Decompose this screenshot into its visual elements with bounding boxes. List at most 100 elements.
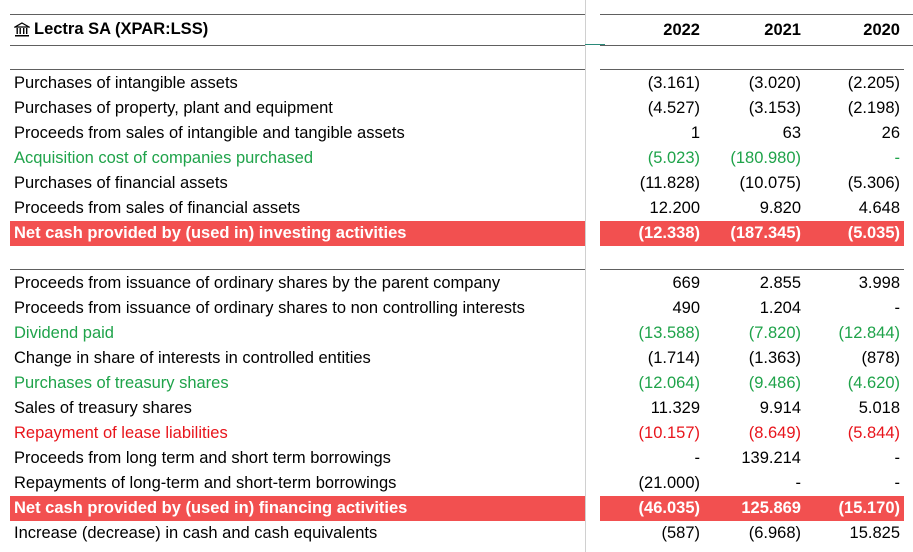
total-highlight-values xyxy=(600,221,904,246)
row-label: Purchases of financial assets xyxy=(14,174,228,192)
value-2020: (878) xyxy=(861,349,900,367)
value-2021: - xyxy=(795,474,802,492)
row-label: Repayment of lease liabilities xyxy=(14,424,228,442)
row-label: Acquisition cost of companies purchased xyxy=(14,149,313,167)
header-bottom-border-values xyxy=(600,45,913,46)
value-2020: 5.018 xyxy=(858,399,900,417)
year-2021-header: 2021 xyxy=(764,21,801,39)
value-2022: - xyxy=(694,449,701,467)
table-row: Purchases of intangible assets (3.161) (3.… xyxy=(0,71,913,96)
section-divider-investing xyxy=(10,69,585,70)
value-2021: (9.486) xyxy=(748,374,801,392)
table-header: Lectra SA (XPAR:LSS) 2022 2021 2020 xyxy=(0,14,913,48)
value-2022: 490 xyxy=(672,299,700,317)
row-label: Repayments of long-term and short-term b… xyxy=(14,474,397,492)
value-2021: 139.214 xyxy=(741,449,801,467)
row-label: Proceeds from issuance of ordinary share… xyxy=(14,274,501,292)
table-row: Repayments of long-term and short-term b… xyxy=(0,471,913,496)
value-2020: - xyxy=(894,149,901,167)
company-name: Lectra SA (XPAR:LSS) xyxy=(34,20,209,38)
value-2022: 1 xyxy=(690,124,700,142)
table-row: Proceeds from sales of intangible and ta… xyxy=(0,121,913,146)
value-2021: 125.869 xyxy=(741,499,801,517)
row-label: Proceeds from long term and short term b… xyxy=(14,449,391,467)
value-2021: (180.980) xyxy=(730,149,801,167)
table-row: Proceeds from issuance of ordinary share… xyxy=(0,296,913,321)
value-2022: (5.023) xyxy=(647,149,700,167)
total-row: Net cash provided by (used in) investing… xyxy=(0,221,913,246)
row-label: Proceeds from issuance of ordinary share… xyxy=(14,299,525,317)
value-2020: 4.648 xyxy=(858,199,900,217)
table-row: Sales of treasury shares 11.329 9.914 5.018 xyxy=(0,396,913,421)
table-row: Purchases of treasury shares (12.064) (9.4… xyxy=(0,371,913,396)
header-top-border-values xyxy=(600,14,913,15)
year-2022-header: 2022 xyxy=(663,21,700,39)
total-highlight xyxy=(10,221,585,246)
value-2022: (13.588) xyxy=(638,324,700,342)
row-label: Purchases of intangible assets xyxy=(14,74,238,92)
cell-selection-tick xyxy=(585,44,605,45)
header-top-border xyxy=(10,14,585,15)
table-row: Proceeds from sales of financial assets 1… xyxy=(0,196,913,221)
table-row: Repayment of lease liabilities (10.157) (8… xyxy=(0,421,913,446)
table-row: Dividend paid (13.588) (7.820) (12.844) xyxy=(0,321,913,346)
value-2022: 11.329 xyxy=(650,399,700,417)
value-2022: (12.064) xyxy=(638,374,700,392)
row-label: Increase (decrease) in cash and cash equ… xyxy=(14,524,378,542)
table-row: Proceeds from issuance of ordinary share… xyxy=(0,271,913,296)
value-2022: (12.338) xyxy=(638,224,700,242)
total-row: Net cash provided by (used in) financing… xyxy=(0,496,913,521)
row-label: Purchases of treasury shares xyxy=(14,374,229,392)
table-row: Acquisition cost of companies purchased (… xyxy=(0,146,913,171)
value-2022: (11.828) xyxy=(639,174,700,192)
value-2022: (1.714) xyxy=(647,349,700,367)
value-2021: (6.968) xyxy=(748,524,801,542)
value-2020: - xyxy=(894,474,901,492)
row-label: Dividend paid xyxy=(14,324,114,342)
year-2020-header: 2020 xyxy=(863,21,900,39)
section-divider-financing-values xyxy=(600,269,904,270)
total-highlight-values xyxy=(600,496,904,521)
value-2021: (8.649) xyxy=(748,424,801,442)
value-2021: 9.914 xyxy=(759,399,801,417)
value-2021: (3.153) xyxy=(748,99,801,117)
value-2022: 12.200 xyxy=(649,199,700,217)
value-2020: (4.620) xyxy=(847,374,900,392)
value-2022: (10.157) xyxy=(638,424,700,442)
table-row: Proceeds from long term and short term b… xyxy=(0,446,913,471)
value-2021: 1.204 xyxy=(759,299,801,317)
value-2021: (3.020) xyxy=(748,74,801,92)
value-2022: (46.035) xyxy=(638,499,700,517)
row-label: Sales of treasury shares xyxy=(14,399,192,417)
row-label: Net cash provided by (used in) financing… xyxy=(14,499,408,517)
section-divider-financing xyxy=(10,269,585,270)
total-highlight xyxy=(10,496,585,521)
value-2020: (15.170) xyxy=(838,499,900,517)
value-2020: (5.035) xyxy=(847,224,900,242)
value-2020: - xyxy=(894,299,901,317)
value-2020: 15.825 xyxy=(849,524,900,542)
table-row: Change in share of interests in controll… xyxy=(0,346,913,371)
value-2022: (3.161) xyxy=(647,74,700,92)
value-2020: 3.998 xyxy=(858,274,900,292)
value-2021: (1.363) xyxy=(748,349,801,367)
value-2020: (5.306) xyxy=(847,174,900,192)
value-2022: (587) xyxy=(661,524,700,542)
column-divider xyxy=(585,0,586,552)
bank-icon xyxy=(12,22,32,37)
value-2020: (2.205) xyxy=(847,74,900,92)
value-2022: (21.000) xyxy=(638,474,700,492)
value-2020: (5.844) xyxy=(847,424,900,442)
value-2022: 669 xyxy=(672,274,700,292)
value-2021: 9.820 xyxy=(759,199,801,217)
row-label: Purchases of property, plant and equipme… xyxy=(14,99,333,117)
row-label: Proceeds from sales of financial assets xyxy=(14,199,301,217)
section-divider-investing-values xyxy=(600,69,904,70)
row-label: Net cash provided by (used in) investing… xyxy=(14,224,407,242)
table-row: Purchases of property, plant and equipme… xyxy=(0,96,913,121)
value-2020: - xyxy=(894,449,901,467)
company-title: Lectra SA (XPAR:LSS) xyxy=(12,20,209,39)
value-2022: (4.527) xyxy=(647,99,700,117)
table-row: Purchases of financial assets (11.828) (10… xyxy=(0,171,913,196)
